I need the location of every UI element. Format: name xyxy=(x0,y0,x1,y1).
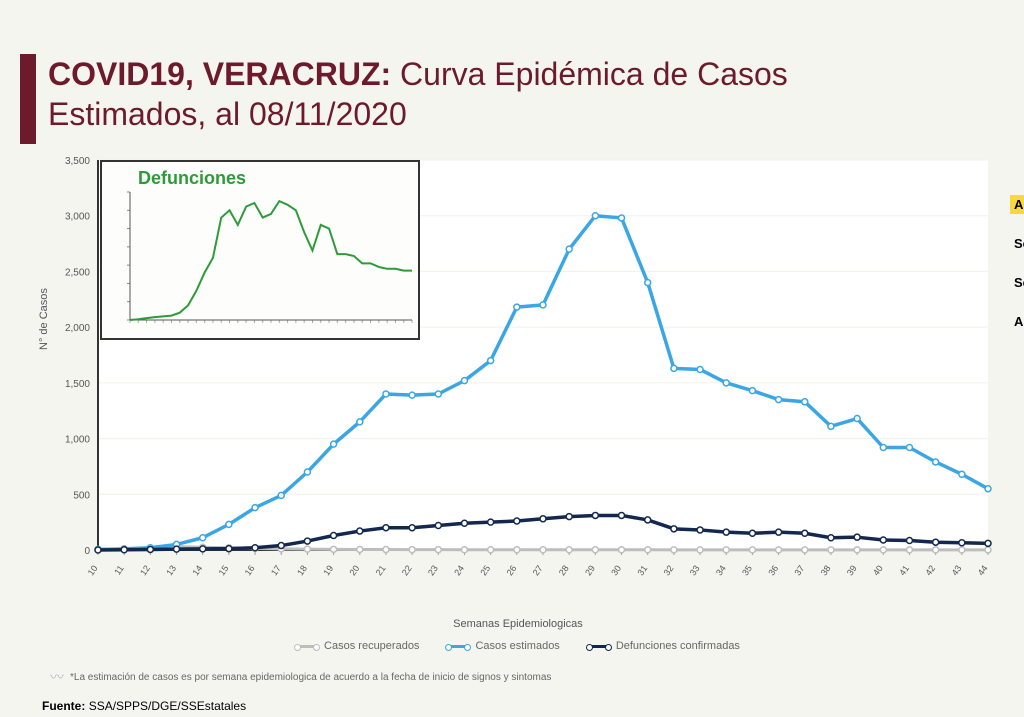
svg-text:13: 13 xyxy=(164,563,178,577)
title-bold: COVID19, VERACRUZ: xyxy=(48,56,391,92)
svg-text:36: 36 xyxy=(766,563,780,577)
svg-text:21: 21 xyxy=(374,563,388,577)
source-label: Fuente: xyxy=(42,699,85,713)
svg-text:18: 18 xyxy=(295,563,309,577)
footnote: 〰 *La estimación de casos es por semana … xyxy=(50,667,551,687)
svg-text:40: 40 xyxy=(871,563,885,577)
svg-text:37: 37 xyxy=(792,563,806,577)
svg-text:27: 27 xyxy=(531,563,545,577)
svg-text:38: 38 xyxy=(819,563,833,577)
svg-text:25: 25 xyxy=(478,563,492,577)
svg-text:17: 17 xyxy=(269,563,283,577)
svg-text:1,500: 1,500 xyxy=(65,379,90,390)
source-value: SSA/SPPS/DGE/SSEstatales xyxy=(89,699,246,713)
legend-label: Defunciones confirmadas xyxy=(616,640,740,652)
svg-text:20: 20 xyxy=(347,563,361,577)
svg-text:28: 28 xyxy=(557,563,571,577)
svg-text:19: 19 xyxy=(321,563,335,577)
slide-title: COVID19, VERACRUZ: Curva Epidémica de Ca… xyxy=(48,54,948,134)
x-axis-label: Semanas Epidemiologicas xyxy=(38,618,998,630)
svg-text:22: 22 xyxy=(400,563,414,577)
legend-swatch-icon xyxy=(588,645,610,648)
svg-text:10: 10 xyxy=(86,563,100,577)
svg-text:31: 31 xyxy=(635,563,649,577)
svg-text:11: 11 xyxy=(112,563,126,576)
source-line: Fuente: SSA/SPPS/DGE/SSEstatales xyxy=(42,699,246,713)
svg-text:29: 29 xyxy=(583,563,597,577)
svg-text:23: 23 xyxy=(426,563,440,577)
svg-text:3,500: 3,500 xyxy=(65,156,90,167)
inset-chart: Defunciones xyxy=(100,160,420,340)
right-tab-1: Se xyxy=(1010,234,1024,253)
y-axis-label: N° de Casos xyxy=(38,288,50,350)
accent-bar xyxy=(20,54,36,144)
svg-text:33: 33 xyxy=(688,563,702,577)
svg-text:14: 14 xyxy=(190,563,204,577)
svg-text:26: 26 xyxy=(505,563,519,577)
legend-item-defunciones: Defunciones confirmadas xyxy=(588,640,740,652)
footnote-text: *La estimación de casos es por semana ep… xyxy=(70,672,551,683)
right-clipped-panel: A Se Se Al xyxy=(1010,195,1024,331)
svg-text:0: 0 xyxy=(84,546,90,557)
legend-label: Casos recuperados xyxy=(324,640,419,652)
svg-text:41: 41 xyxy=(897,563,911,577)
svg-text:24: 24 xyxy=(452,563,466,577)
svg-text:44: 44 xyxy=(976,563,990,577)
legend-swatch-icon xyxy=(296,645,318,648)
svg-text:3,000: 3,000 xyxy=(65,212,90,223)
legend-item-estimados: Casos estimados xyxy=(447,640,559,652)
svg-text:2,000: 2,000 xyxy=(65,323,90,334)
svg-text:15: 15 xyxy=(217,563,231,577)
inset-title: Defunciones xyxy=(138,168,246,189)
svg-text:2,500: 2,500 xyxy=(65,267,90,278)
svg-text:500: 500 xyxy=(73,490,90,501)
svg-text:35: 35 xyxy=(740,563,754,577)
svg-text:43: 43 xyxy=(950,563,964,577)
svg-text:42: 42 xyxy=(923,563,937,577)
wave-icon: 〰 xyxy=(50,667,64,687)
legend-swatch-icon xyxy=(447,645,469,648)
svg-text:39: 39 xyxy=(845,563,859,577)
svg-text:12: 12 xyxy=(138,563,152,577)
svg-text:34: 34 xyxy=(714,563,728,577)
svg-text:30: 30 xyxy=(609,563,623,577)
right-tab-0: A xyxy=(1010,195,1024,214)
svg-text:1,000: 1,000 xyxy=(65,435,90,446)
legend-label: Casos estimados xyxy=(475,640,559,652)
right-tab-3: Al xyxy=(1010,312,1024,331)
svg-text:32: 32 xyxy=(662,563,676,577)
svg-text:16: 16 xyxy=(243,563,257,577)
legend: Casos recuperados Casos estimados Defunc… xyxy=(38,640,998,652)
legend-item-recuperados: Casos recuperados xyxy=(296,640,419,652)
right-tab-2: Se xyxy=(1010,273,1024,292)
